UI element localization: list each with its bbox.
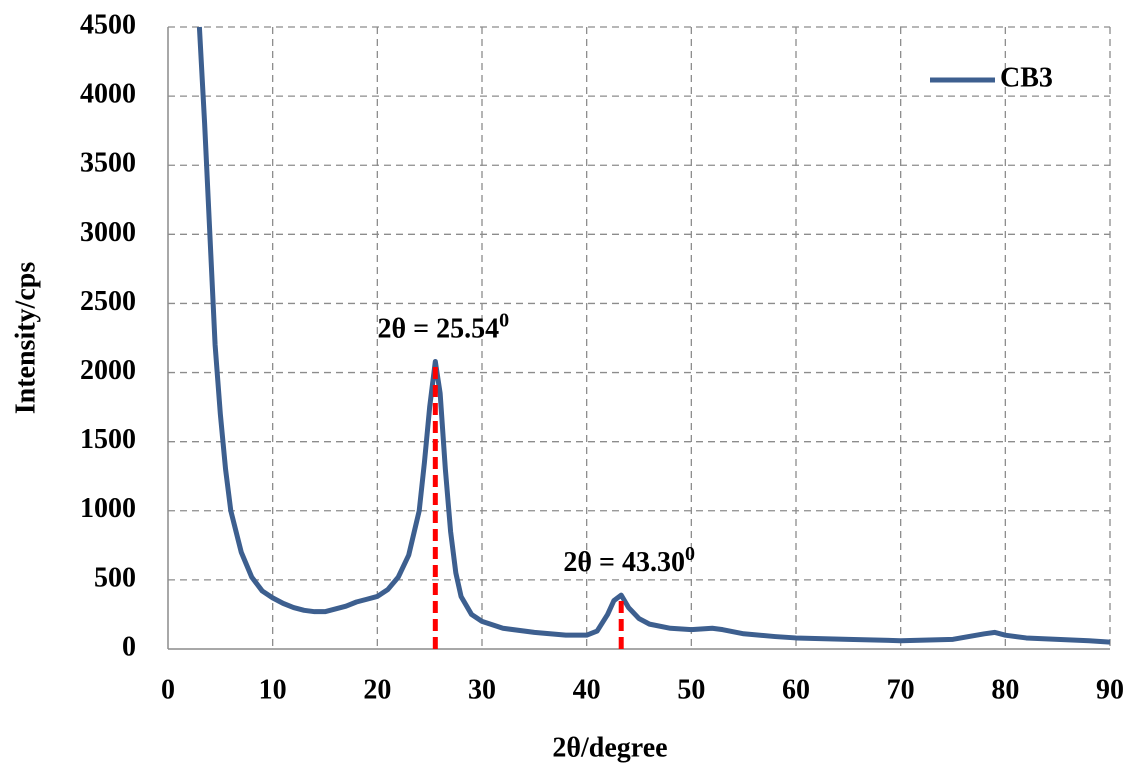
annotation-text: 2θ = 25.54 (378, 314, 500, 345)
y-axis-label: Intensity/cps (10, 262, 41, 415)
x-tick-label: 90 (1096, 674, 1124, 705)
x-tick-label: 20 (363, 674, 391, 705)
y-tick-label: 0 (122, 631, 136, 662)
y-tick-label: 1000 (80, 493, 136, 524)
legend-label: CB3 (1000, 62, 1053, 93)
x-tick-label: 30 (468, 674, 496, 705)
annotation: 2θ = 43.300 (563, 543, 695, 579)
y-tick-label: 3000 (80, 217, 136, 248)
y-tick-label: 2500 (80, 286, 136, 317)
x-tick-label: 0 (161, 674, 175, 705)
annotation-text: 2θ = 43.30 (563, 548, 685, 579)
x-tick-label: 80 (991, 674, 1019, 705)
x-tick-label: 60 (782, 674, 810, 705)
annotation-superscript: 0 (685, 543, 695, 565)
annotation-superscript: 0 (499, 309, 509, 331)
x-tick-label: 10 (259, 674, 287, 705)
data-line (196, 26, 1111, 645)
x-tick-label: 40 (573, 674, 601, 705)
x-axis-label: 2θ/degree (552, 732, 667, 763)
y-tick-label: 3500 (80, 148, 136, 179)
y-tick-label: 4000 (80, 79, 136, 110)
y-tick-label: 2000 (80, 355, 136, 386)
x-tick-label: 70 (887, 674, 915, 705)
y-tick-label: 1500 (80, 424, 136, 455)
annotation: 2θ = 25.540 (378, 309, 510, 345)
y-tick-label: 4500 (80, 9, 136, 40)
x-tick-label: 50 (677, 674, 705, 705)
y-tick-label: 500 (94, 562, 136, 593)
